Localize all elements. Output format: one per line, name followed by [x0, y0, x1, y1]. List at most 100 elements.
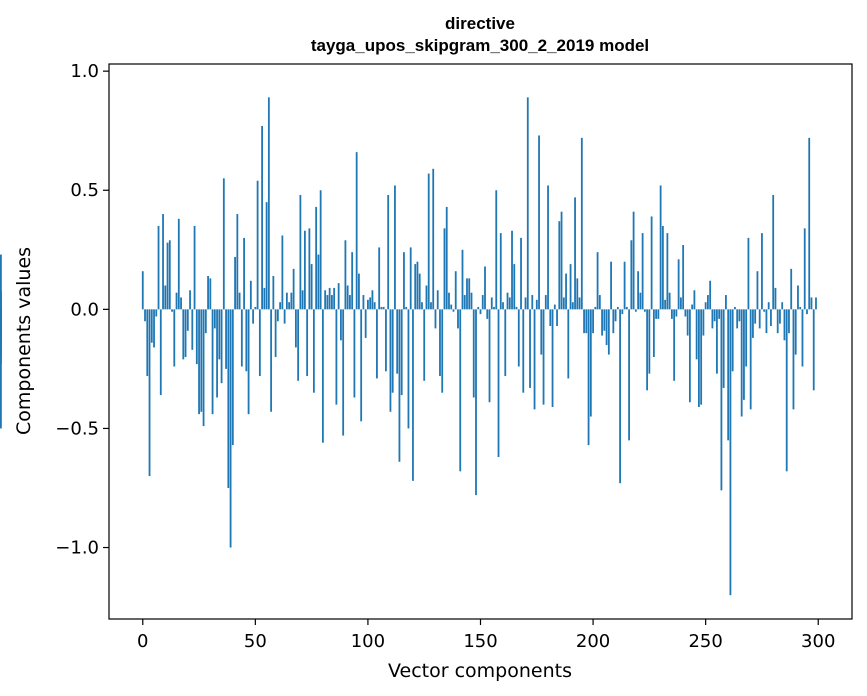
bar-141: [459, 309, 462, 472]
bar-78: [317, 254, 320, 310]
bar-176: [538, 135, 540, 310]
bar-221: [639, 292, 642, 310]
bar-177: [540, 309, 543, 355]
bar-188: [565, 273, 567, 310]
bar-225: [648, 309, 651, 374]
bar-73: [306, 309, 309, 377]
bar-25: [198, 309, 200, 415]
bar-65: [288, 302, 291, 310]
bar-182: [551, 309, 554, 407]
bar-27: [202, 309, 205, 427]
bar-106: [380, 306, 383, 310]
bar-247: [698, 309, 700, 407]
bar-273: [756, 271, 759, 310]
bar-108: [385, 309, 387, 372]
bar-42: [236, 214, 239, 310]
bar-235: [670, 309, 673, 319]
bar-113: [396, 309, 399, 374]
bar-2: [146, 309, 149, 377]
bar-10: [164, 285, 167, 310]
x-tick-label: 300: [801, 631, 835, 652]
bar-88: [340, 309, 342, 341]
bar-69: [297, 309, 300, 381]
bar-53: [261, 125, 263, 310]
bar-220: [637, 271, 640, 310]
bar-3: [148, 309, 151, 477]
bar-267: [743, 309, 745, 400]
bar-61: [279, 302, 282, 310]
bar-6: [155, 309, 158, 317]
bar-14: [173, 309, 176, 367]
bar-105: [378, 247, 381, 310]
bar-24: [195, 309, 198, 365]
bar-206: [605, 309, 608, 346]
bar-197: [585, 309, 588, 334]
bar-173: [531, 295, 534, 310]
bar-217: [630, 240, 633, 310]
y-tick-label: −0.5: [55, 418, 99, 439]
bar-263: [734, 306, 736, 310]
bar-198: [587, 309, 590, 446]
bar-265: [738, 309, 741, 322]
bar-104: [376, 309, 378, 379]
bar-279: [770, 309, 772, 327]
bar-30: [209, 278, 212, 310]
bar-234: [668, 292, 671, 310]
bar-89: [342, 309, 345, 436]
bar-156: [493, 306, 495, 310]
bar-70: [299, 195, 302, 310]
bar-283: [779, 309, 781, 324]
bar-276: [763, 309, 766, 312]
bar-35: [220, 309, 223, 384]
bar-196: [583, 309, 585, 334]
bar-22: [191, 309, 194, 350]
bar-76: [312, 309, 315, 393]
bar-170: [524, 297, 527, 310]
bar-94: [353, 309, 356, 398]
bar-23: [193, 225, 196, 310]
bar-282: [776, 309, 779, 334]
bar-7: [157, 225, 160, 310]
bar-195: [580, 137, 583, 310]
bar-169: [522, 309, 525, 393]
bar-80: [321, 309, 324, 443]
bar-238: [677, 259, 680, 310]
bar-155: [490, 297, 493, 310]
bar-252: [709, 280, 712, 310]
bar-183: [553, 304, 556, 310]
x-tick-label: 0: [137, 631, 148, 652]
bar-115: [400, 309, 403, 396]
bar-110: [389, 309, 392, 412]
bar-33: [216, 309, 218, 398]
bar-undefined: [0, 254, 2, 310]
bar-5: [153, 309, 155, 348]
bar-54: [263, 287, 266, 310]
bar-185: [558, 221, 561, 310]
bar-127: [427, 173, 430, 310]
bar-147: [472, 309, 475, 398]
bar-123: [418, 273, 421, 310]
bar-57: [270, 309, 273, 412]
bar-218: [632, 211, 635, 310]
bar-120: [412, 309, 414, 481]
bar-undefined: [0, 309, 2, 343]
bar-277: [765, 309, 768, 334]
bar-190: [569, 264, 572, 310]
bar-186: [560, 211, 563, 310]
bar-205: [603, 309, 606, 331]
bar-34: [218, 309, 221, 360]
bar-102: [371, 290, 374, 310]
bar-193: [576, 278, 579, 310]
bar-290: [794, 309, 797, 355]
bar-159: [499, 233, 502, 310]
bar-39: [229, 309, 232, 548]
bar-36: [222, 178, 225, 310]
bar-31: [211, 309, 214, 415]
bar-272: [754, 309, 757, 324]
bar-72: [303, 230, 306, 310]
bar-222: [641, 233, 644, 310]
bar-91: [346, 285, 349, 310]
bar-8: [159, 309, 162, 396]
bar-98: [362, 295, 365, 310]
